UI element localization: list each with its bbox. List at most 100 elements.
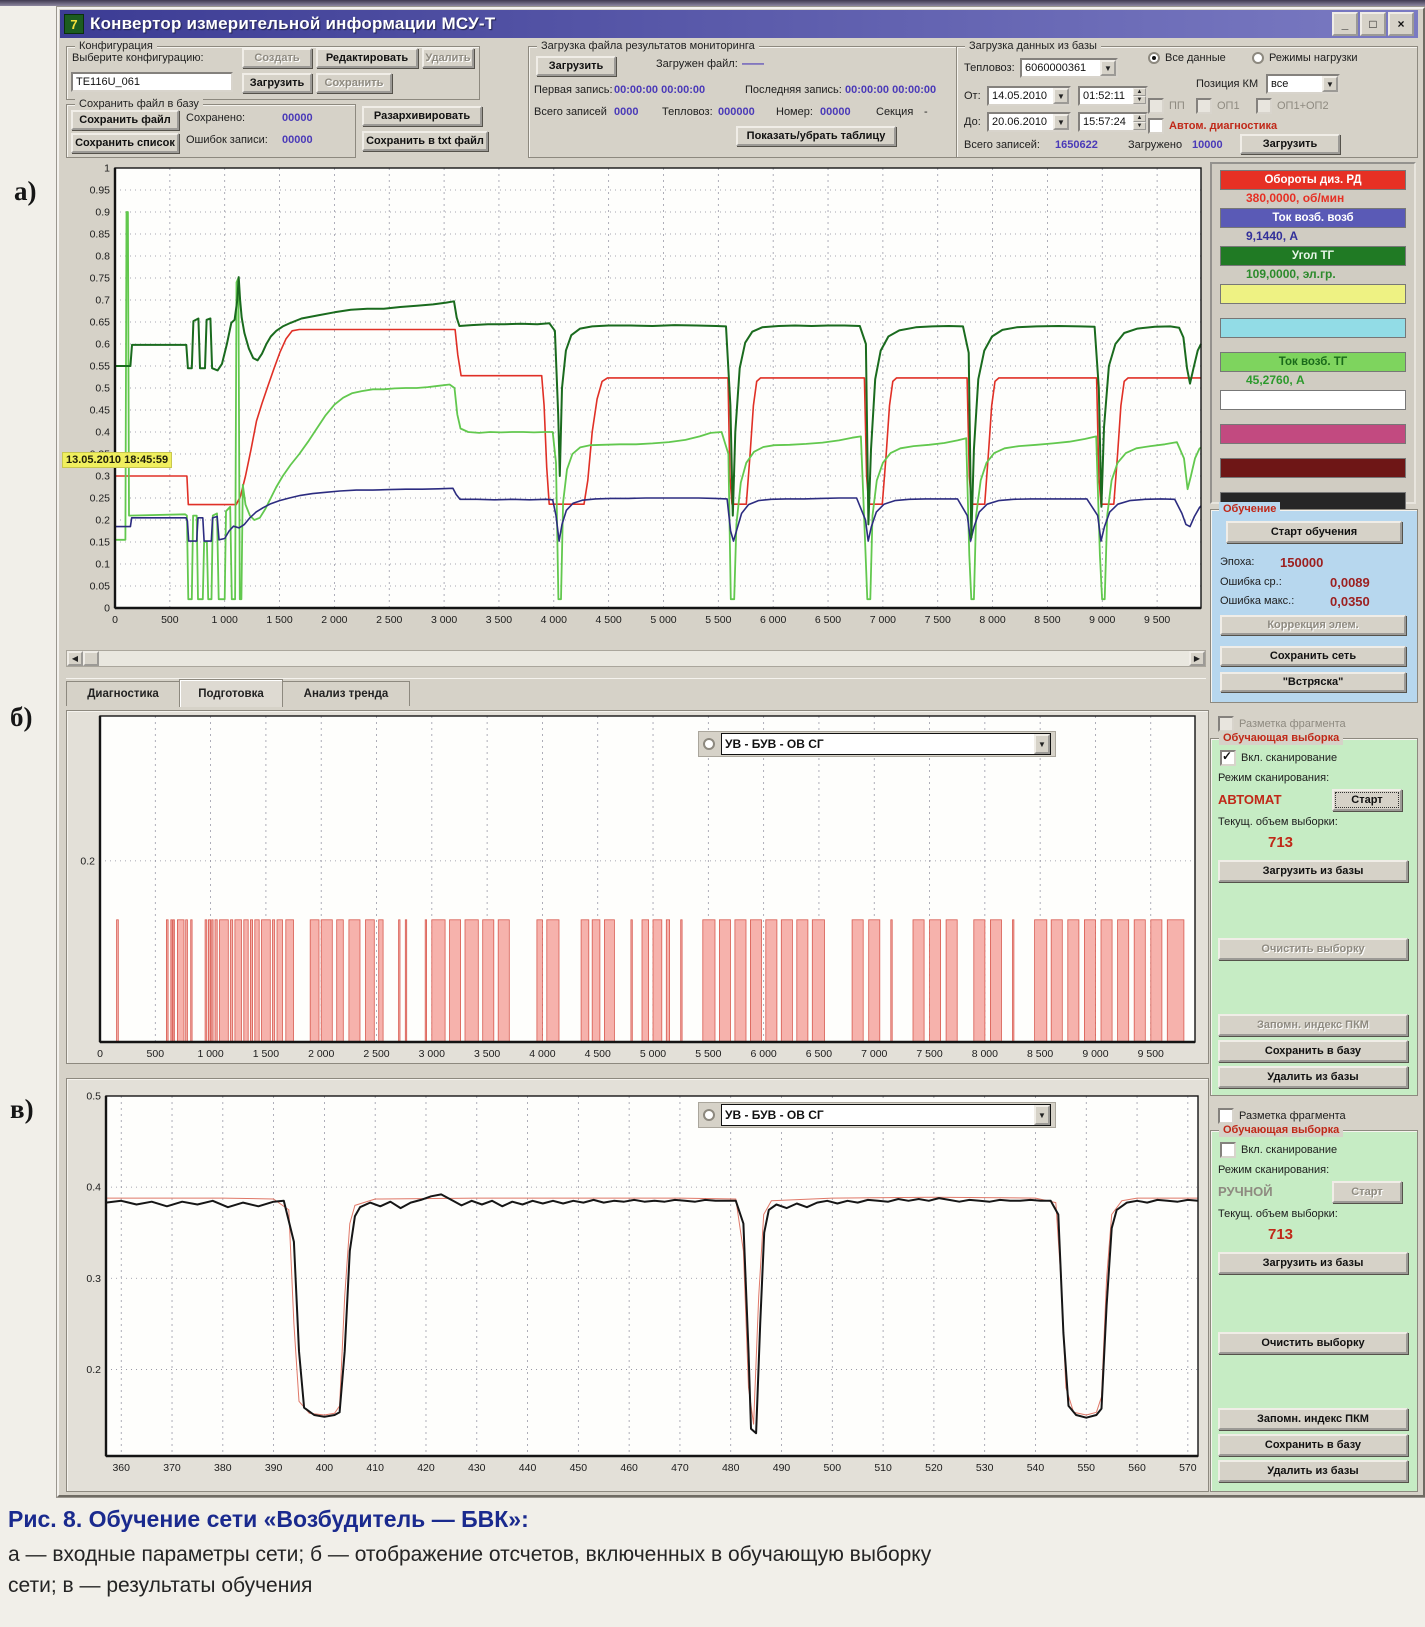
delete-from-db-button-b[interactable]: Удалить из базы bbox=[1218, 1066, 1408, 1088]
toggle-table-button[interactable]: Показать/убрать таблицу bbox=[736, 126, 896, 146]
save-config-button[interactable]: Сохранить bbox=[316, 73, 392, 93]
radio-icon[interactable] bbox=[1148, 52, 1160, 64]
scan-start-button-b[interactable]: Старт bbox=[1332, 789, 1402, 811]
legend-color-bar[interactable]: Ток возб. возб bbox=[1220, 208, 1406, 228]
scroll-left-icon[interactable]: ◀ bbox=[67, 651, 83, 666]
figure-caption-title: Рис. 8. Обучение сети «Возбудитель — БВК… bbox=[8, 1506, 529, 1532]
create-config-button[interactable]: Создать bbox=[242, 48, 312, 68]
training-sample-legend-b: Обучающая выборка bbox=[1219, 731, 1344, 745]
db-loco-combobox[interactable]: 6060000361 ▼ bbox=[1020, 58, 1118, 78]
save-to-db-button-b[interactable]: Сохранить в базу bbox=[1218, 1040, 1408, 1062]
edit-config-button[interactable]: Редактировать bbox=[316, 48, 418, 68]
date-from-picker[interactable]: 14.05.2010 ▼ bbox=[987, 86, 1071, 106]
scrollbar-track[interactable] bbox=[99, 651, 1189, 666]
load-from-db-button-v[interactable]: Загрузить из базы bbox=[1218, 1252, 1408, 1274]
legend-color-bar[interactable] bbox=[1220, 458, 1406, 478]
save-to-db-button-v[interactable]: Сохранить в базу bbox=[1218, 1434, 1408, 1456]
memo-index-button-v[interactable]: Запомн. индекс ПКМ bbox=[1218, 1408, 1408, 1430]
spinner-arrows-icon[interactable]: ▲ ▼ bbox=[1133, 114, 1146, 130]
scan-mode-label-v: Режим сканирования: bbox=[1218, 1164, 1330, 1176]
checkbox-scan-v[interactable]: Вкл. сканирование bbox=[1220, 1142, 1337, 1158]
legend-color-bar[interactable] bbox=[1220, 424, 1406, 444]
first-record-value: 00:00:00 00:00:00 bbox=[614, 84, 706, 96]
signal-selector-b[interactable]: УВ - БУВ - ОВ СГ ▼ bbox=[698, 731, 1056, 757]
chart-b-training-sample[interactable]: 0 500 1 000 1 500 2 000 2 500 3 000 3 500 4 000 4… bbox=[66, 710, 1207, 1062]
chevron-down-icon[interactable]: ▼ bbox=[1100, 60, 1116, 76]
checkbox-op1-op2[interactable]: ОП1+ОП2 bbox=[1256, 98, 1329, 114]
chevron-down-icon[interactable]: ▼ bbox=[1034, 734, 1050, 754]
date-to-picker[interactable]: 20.06.2010 ▼ bbox=[987, 112, 1071, 132]
load-from-db-button-b[interactable]: Загрузить из базы bbox=[1218, 860, 1408, 882]
checkbox-scan-b[interactable]: Вкл. сканирование bbox=[1220, 749, 1337, 766]
chevron-down-icon[interactable]: ▼ bbox=[1322, 76, 1338, 92]
legend-color-bar[interactable]: Ток возб. ТГ bbox=[1220, 352, 1406, 372]
svg-text:9 000: 9 000 bbox=[1089, 614, 1115, 626]
radio-icon[interactable] bbox=[703, 1109, 715, 1121]
scroll-right-icon[interactable]: ▶ bbox=[1189, 651, 1205, 666]
shake-button[interactable]: "Встряска" bbox=[1220, 672, 1406, 692]
checkbox-icon[interactable] bbox=[1220, 749, 1236, 766]
delete-from-db-button-v[interactable]: Удалить из базы bbox=[1218, 1460, 1408, 1482]
save-network-button[interactable]: Сохранить сеть bbox=[1220, 646, 1406, 666]
clear-sample-button-b[interactable]: Очистить выборку bbox=[1218, 938, 1408, 960]
checkbox-icon[interactable] bbox=[1218, 1108, 1234, 1124]
chart-a-input-parameters[interactable]: 0 500 1 000 1 500 2 000 2 500 3 000 3 500 4 000 4… bbox=[66, 160, 1206, 638]
save-txt-button[interactable]: Сохранить в txt файл bbox=[362, 131, 488, 151]
chevron-down-icon[interactable]: ▼ bbox=[1034, 1105, 1050, 1125]
chevron-down-icon[interactable]: ▼ bbox=[1053, 88, 1069, 104]
spinner-arrows-icon[interactable]: ▲ ▼ bbox=[1133, 88, 1146, 104]
signal-combobox-v[interactable]: УВ - БУВ - ОВ СГ ▼ bbox=[721, 1104, 1051, 1126]
start-training-button[interactable]: Старт обучения bbox=[1226, 521, 1402, 543]
legend-color-bar[interactable] bbox=[1220, 318, 1406, 338]
horizontal-scrollbar[interactable]: ◀ ▶ bbox=[66, 650, 1206, 667]
radio-icon[interactable] bbox=[703, 738, 715, 750]
radio-load-modes[interactable]: Режимы нагрузки bbox=[1252, 52, 1358, 64]
tab-diagnostics[interactable]: Диагностика bbox=[66, 681, 180, 706]
unzip-button[interactable]: Разархивировать bbox=[362, 106, 482, 126]
load-config-button[interactable]: Загрузить bbox=[242, 73, 312, 93]
tab-preparation[interactable]: Подготовка bbox=[179, 679, 283, 707]
tab-trend-analysis[interactable]: Анализ тренда bbox=[282, 681, 410, 706]
config-name-input[interactable] bbox=[71, 72, 233, 92]
chart-v-training-results[interactable]: 360 370 380 390 400 410 420 430 440 450 460 470 480 4… bbox=[66, 1078, 1207, 1490]
clear-sample-button-v[interactable]: Очистить выборку bbox=[1218, 1332, 1408, 1354]
checkbox-icon[interactable] bbox=[1218, 716, 1234, 732]
load-monitoring-button[interactable]: Загрузить bbox=[536, 56, 616, 76]
checkbox-fragment-v[interactable]: Разметка фрагмента bbox=[1218, 1108, 1346, 1124]
legend-color-bar[interactable]: Обороты диз. РД bbox=[1220, 170, 1406, 190]
checkbox-fragment-b[interactable]: Разметка фрагмента bbox=[1218, 716, 1346, 732]
memo-index-button-b[interactable]: Запомн. индекс ПКМ bbox=[1218, 1014, 1408, 1036]
checkbox-icon[interactable] bbox=[1148, 118, 1164, 134]
save-list-button[interactable]: Сохранить список bbox=[71, 133, 179, 153]
save-file-button[interactable]: Сохранить файл bbox=[71, 110, 179, 130]
time-to-spinner[interactable]: 15:57:24 ▲ ▼ bbox=[1078, 112, 1148, 132]
checkbox-icon[interactable] bbox=[1196, 98, 1212, 114]
minimize-button[interactable]: _ bbox=[1332, 12, 1358, 36]
legend-color-bar[interactable] bbox=[1220, 284, 1406, 304]
checkbox-pp[interactable]: ПП bbox=[1148, 98, 1185, 114]
db-load-button[interactable]: Загрузить bbox=[1240, 134, 1340, 154]
checkbox-auto-diagnostics[interactable]: Автом. диагностика bbox=[1148, 118, 1277, 134]
checkbox-op1[interactable]: ОП1 bbox=[1196, 98, 1240, 114]
svg-text:0.75: 0.75 bbox=[90, 273, 111, 285]
signal-combobox-b[interactable]: УВ - БУВ - ОВ СГ ▼ bbox=[721, 733, 1051, 755]
checkbox-icon[interactable] bbox=[1220, 1142, 1236, 1158]
legend-color-bar[interactable] bbox=[1220, 390, 1406, 410]
km-position-combobox[interactable]: все ▼ bbox=[1266, 74, 1340, 94]
scrollbar-thumb[interactable] bbox=[83, 651, 99, 666]
delete-config-button[interactable]: Удалить bbox=[422, 48, 474, 68]
checkbox-icon[interactable] bbox=[1148, 98, 1164, 114]
maximize-button[interactable]: □ bbox=[1360, 12, 1386, 36]
km-position-label: Позиция КМ bbox=[1196, 78, 1259, 90]
checkbox-icon[interactable] bbox=[1256, 98, 1272, 114]
close-button[interactable]: × bbox=[1388, 12, 1414, 36]
radio-icon[interactable] bbox=[1252, 52, 1264, 64]
scan-start-button-v[interactable]: Старт bbox=[1332, 1181, 1402, 1203]
legend-color-bar[interactable]: Угол ТГ bbox=[1220, 246, 1406, 266]
chevron-down-icon[interactable]: ▼ bbox=[1053, 114, 1069, 130]
correction-button[interactable]: Коррекция элем. bbox=[1220, 615, 1406, 635]
db-loco-value: 6060000361 bbox=[1025, 62, 1087, 74]
time-from-spinner[interactable]: 01:52:11 ▲ ▼ bbox=[1078, 86, 1148, 106]
radio-all-data[interactable]: Все данные bbox=[1148, 52, 1226, 64]
signal-selector-v[interactable]: УВ - БУВ - ОВ СГ ▼ bbox=[698, 1102, 1056, 1128]
